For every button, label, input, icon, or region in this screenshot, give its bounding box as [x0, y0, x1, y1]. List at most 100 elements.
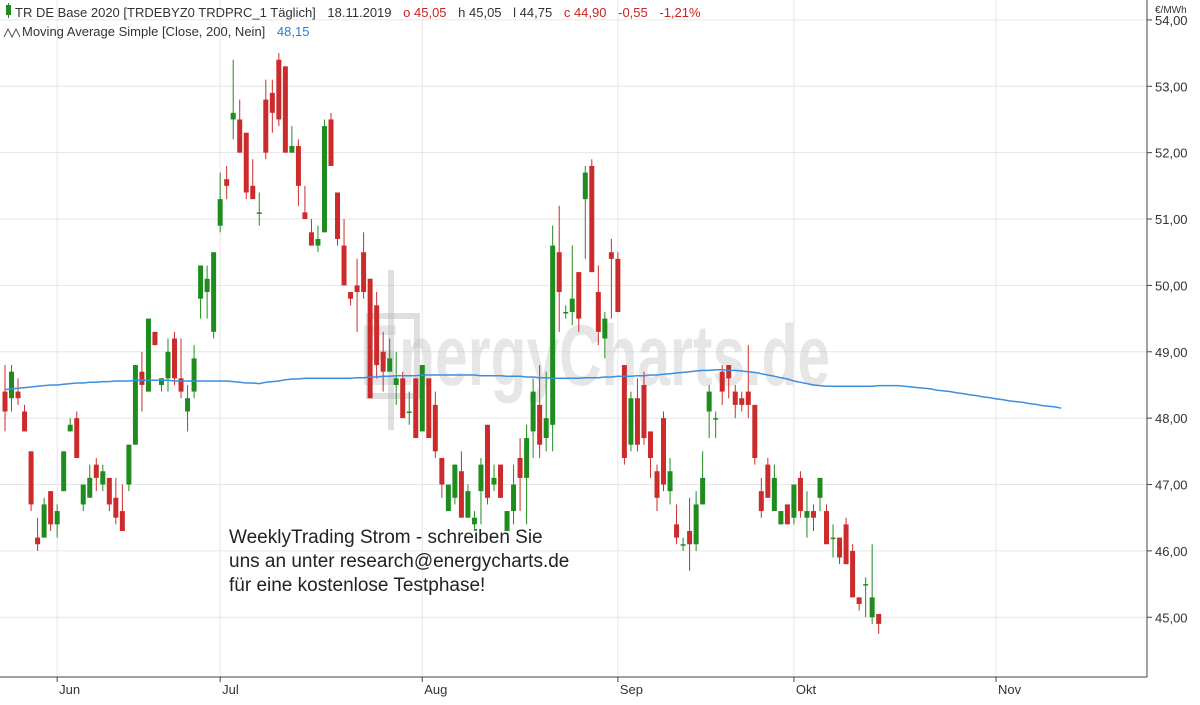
- candle-down: [263, 99, 269, 153]
- candle-down: [674, 524, 680, 538]
- candle-down: [282, 66, 288, 153]
- candle-up: [504, 511, 510, 531]
- header-change: -0,55: [618, 5, 648, 20]
- candle-down: [276, 59, 282, 120]
- candle-up: [830, 537, 836, 540]
- candle-up: [158, 378, 164, 385]
- candle-down: [641, 384, 647, 439]
- candle-down: [824, 511, 830, 545]
- candle-up: [393, 378, 399, 385]
- candle-up: [511, 484, 517, 512]
- candle-down: [348, 292, 354, 299]
- candle-down: [752, 404, 758, 458]
- candle-down: [367, 278, 373, 399]
- candle-up: [87, 477, 93, 498]
- x-tick-label: Jul: [222, 682, 239, 697]
- candle-down: [295, 146, 301, 186]
- candle-up: [602, 318, 608, 339]
- candle-down: [589, 165, 595, 273]
- candle-up: [563, 311, 569, 314]
- candle-down: [810, 511, 816, 518]
- header-symbol-line: TR DE Base 2020 [TRDEBYZ0 TRDPRC_1 Tägli…: [15, 5, 701, 20]
- candle-down: [661, 418, 667, 485]
- candle-up: [198, 265, 204, 299]
- candle-down: [856, 597, 862, 604]
- candle-down: [850, 550, 856, 598]
- candle-down: [745, 391, 751, 405]
- header-indicator-line: Moving Average Simple [Close, 200, Nein]…: [22, 24, 309, 39]
- y-tick-label: 48,00: [1155, 411, 1188, 426]
- candle-up: [817, 477, 823, 498]
- candle-down: [302, 212, 308, 220]
- candle-down: [687, 530, 693, 545]
- y-tick-label: 52,00: [1155, 146, 1188, 161]
- candle-down: [517, 457, 523, 478]
- candle-up: [406, 411, 412, 414]
- candle-up: [569, 298, 575, 312]
- candle-up: [165, 351, 171, 379]
- candle-up: [61, 451, 67, 492]
- candle-down: [719, 371, 725, 392]
- candle-up: [680, 544, 686, 546]
- y-tick-label: 45,00: [1155, 610, 1188, 625]
- candle-up: [667, 471, 673, 492]
- candle-up: [791, 484, 797, 518]
- candle-down: [15, 391, 21, 399]
- moving-average-line: [4, 368, 1062, 409]
- promo-line-2: uns an unter research@energycharts.de: [229, 551, 569, 572]
- x-tick-label: Jun: [59, 682, 80, 697]
- unit-label: €/MWh: [1155, 5, 1187, 16]
- candle-up: [713, 418, 719, 420]
- candle-down: [732, 391, 738, 405]
- candle-up: [126, 444, 132, 485]
- candle-down: [250, 185, 256, 200]
- y-tick-label: 47,00: [1155, 478, 1188, 493]
- candle-down: [74, 418, 80, 458]
- candle-up: [289, 146, 295, 153]
- candle-down: [758, 491, 764, 512]
- x-tick-label: Nov: [998, 682, 1022, 697]
- y-tick-label: 50,00: [1155, 278, 1188, 293]
- candle-down: [726, 365, 732, 379]
- candle-down: [335, 192, 341, 239]
- header-change-pct: -1,21%: [659, 5, 701, 20]
- candle-down: [22, 411, 28, 432]
- candle-down: [843, 524, 849, 565]
- x-tick-label: Aug: [424, 682, 447, 697]
- candle-down: [654, 471, 660, 498]
- candle-up: [478, 464, 484, 492]
- candle-down: [341, 245, 347, 286]
- candle-up: [869, 597, 875, 618]
- candle-up: [80, 484, 86, 505]
- candle-up: [211, 252, 217, 332]
- candle-up: [445, 484, 451, 512]
- y-axis-ticks: 45,00 46,00 47,00 48,00 49,00 50,00 51,00 52,00…: [1147, 13, 1188, 625]
- candle-down: [765, 464, 771, 498]
- indicator-value: 48,15: [277, 24, 310, 39]
- y-tick-label: 46,00: [1155, 544, 1188, 559]
- candle-down: [152, 331, 158, 346]
- candle-down: [426, 378, 432, 439]
- candle-down: [595, 292, 601, 332]
- candle-up: [100, 471, 106, 485]
- header-high: h 45,05: [458, 5, 501, 20]
- candle-up: [9, 371, 15, 399]
- candle-up: [543, 418, 549, 439]
- candle-down: [119, 511, 125, 531]
- candle-down: [354, 285, 360, 293]
- header-low: l 44,75: [513, 5, 552, 20]
- candle-down: [380, 351, 386, 372]
- candle-down: [2, 391, 8, 412]
- candle-down: [647, 431, 653, 458]
- candle-down: [400, 378, 406, 419]
- candle-down: [237, 119, 243, 153]
- grid: [0, 0, 1147, 677]
- indicator-wave-icon: [3, 27, 21, 39]
- y-tick-label: 53,00: [1155, 79, 1188, 94]
- candle-down: [784, 504, 790, 525]
- candle-down: [556, 252, 562, 293]
- candle-down: [106, 477, 112, 505]
- candle-up: [132, 365, 138, 445]
- candle-up: [628, 398, 634, 445]
